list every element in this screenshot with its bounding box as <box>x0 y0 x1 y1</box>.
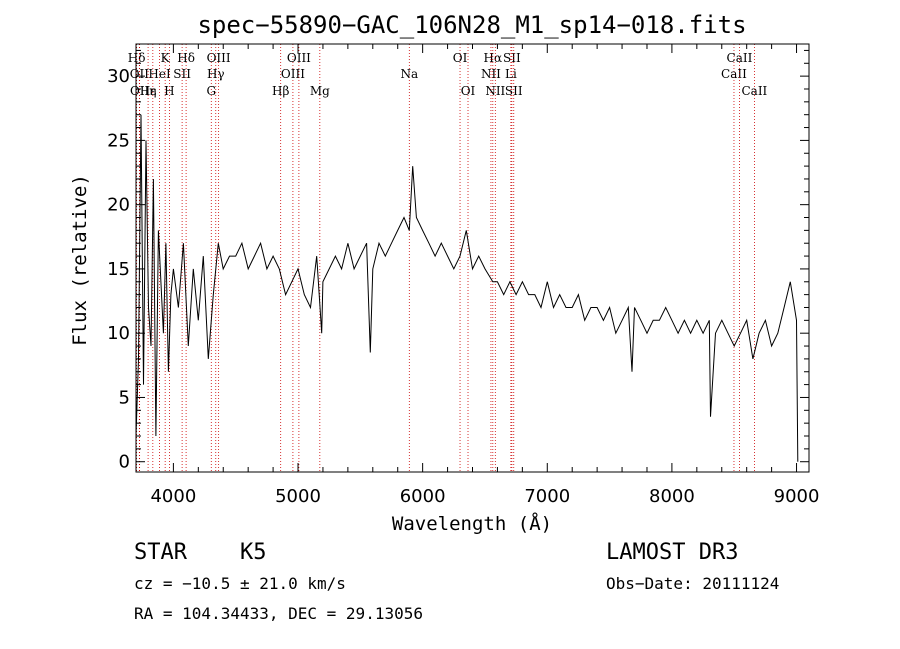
spectral-line-label: OIII <box>287 51 311 65</box>
x-tick-label: 5000 <box>275 486 321 507</box>
survey-name: LAMOST DR3 <box>606 540 739 565</box>
y-tick-label: 25 <box>107 130 130 151</box>
spectral-line-label: Mg <box>310 84 330 98</box>
spectral-line-label: OI <box>461 84 476 98</box>
spectral-line-label: Hγ <box>207 67 225 81</box>
y-tick-label: 20 <box>107 195 130 216</box>
y-tick-label: 15 <box>107 259 130 280</box>
flux-series-line <box>135 114 799 462</box>
spectral-line-label: Hβ <box>272 84 289 98</box>
spectral-line-label: Hδ <box>177 51 195 65</box>
y-tick-label: 10 <box>107 323 130 344</box>
object-class: STAR <box>134 540 187 565</box>
spectral-line-label: η <box>149 84 156 98</box>
spectral-line-label: K <box>161 51 171 65</box>
x-axis-label: Wavelength (Å) <box>392 512 552 535</box>
x-tick-label: 7000 <box>524 486 570 507</box>
x-tick-label: 9000 <box>774 486 820 507</box>
spectral-line-label: Hε <box>140 84 157 98</box>
object-subclass: K5 <box>240 540 267 565</box>
spectral-line-label: SII <box>505 84 523 98</box>
y-tick-label: 5 <box>119 387 130 408</box>
spectral-line-label: Hα <box>484 51 503 65</box>
coordinates: RA = 104.34433, DEC = 29.13056 <box>134 604 423 623</box>
observation-date: Obs−Date: 20111124 <box>606 574 780 593</box>
spectral-line-label: HeI <box>148 67 171 81</box>
spectral-line-label: NII <box>481 67 501 81</box>
spectral-line-label: SII <box>503 51 521 65</box>
spectral-line-label: OIII <box>281 67 305 81</box>
spectral-line-label: CaII <box>727 51 753 65</box>
spectral-line-label: SII <box>173 67 191 81</box>
spectral-line-label: H <box>164 84 174 98</box>
y-axis-label: Flux (relative) <box>69 174 91 346</box>
spectral-line-label: Li <box>505 67 517 81</box>
redshift-info: cz = −10.5 ± 21.0 km/s <box>134 574 346 593</box>
chart-title: spec−55890−GAC_106N28_M1_sp14−018.fits <box>197 11 746 39</box>
spectral-line-label: OI <box>453 51 468 65</box>
spectral-line-label: CaII <box>741 84 767 98</box>
spectral-line-label: Hδ <box>128 51 146 65</box>
y-tick-label: 30 <box>107 66 130 87</box>
spectral-line-label: CaII <box>721 67 747 81</box>
spectral-line-label: OIII <box>207 51 231 65</box>
x-tick-label: 6000 <box>400 486 446 507</box>
spectral-line-label: NII <box>485 84 505 98</box>
x-tick-label: 4000 <box>150 486 196 507</box>
y-tick-label: 0 <box>119 452 130 473</box>
x-tick-label: 8000 <box>649 486 695 507</box>
plot-frame <box>135 43 810 473</box>
spectral-line-label: OII <box>130 84 150 98</box>
spectral-line-label: Na <box>400 67 418 81</box>
spectral-line-label: G <box>206 84 216 98</box>
